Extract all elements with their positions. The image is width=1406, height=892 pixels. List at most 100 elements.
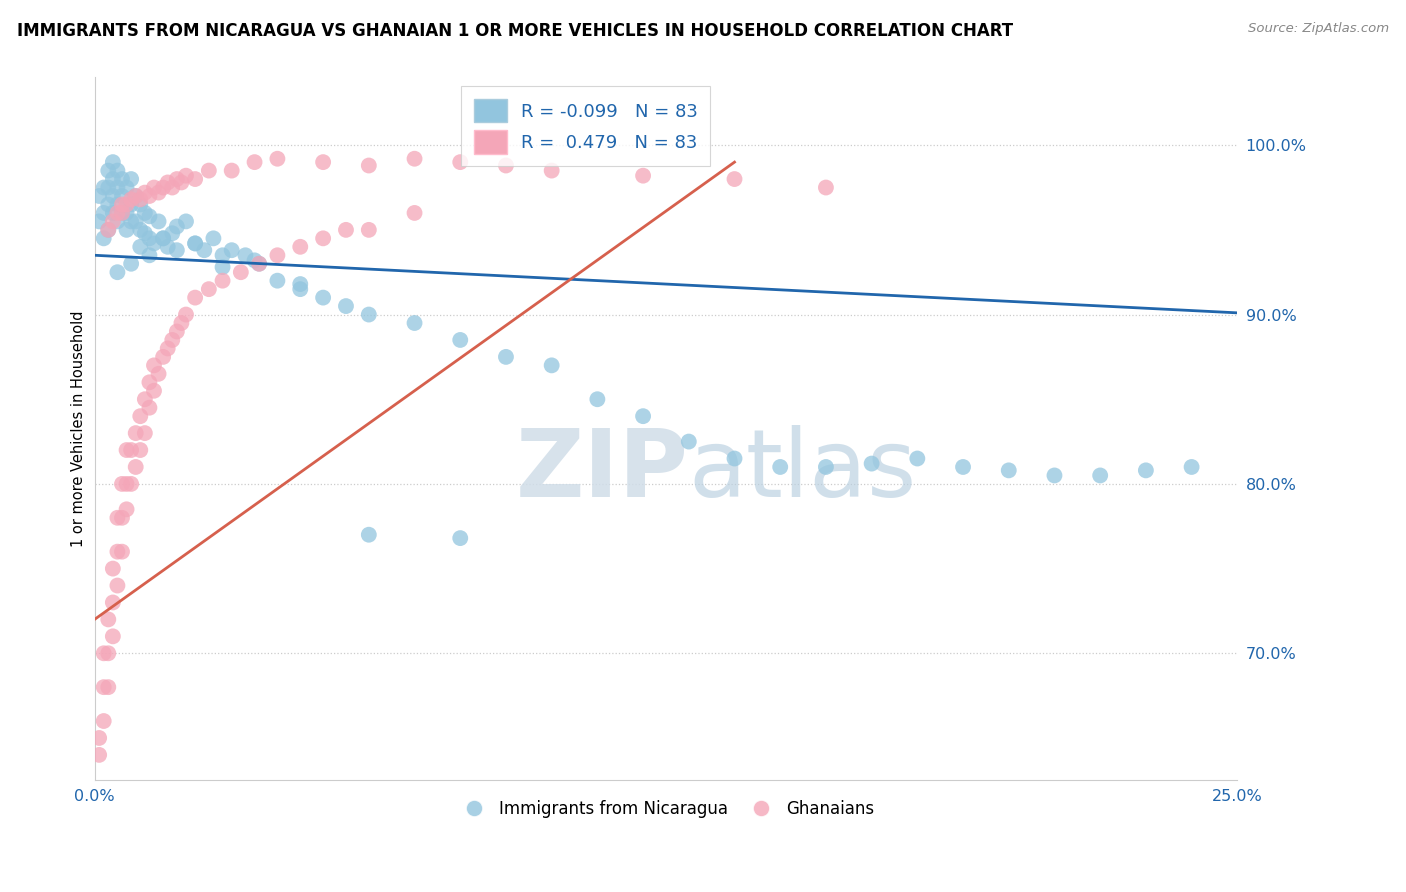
Point [211,274,233,288]
Point [89,747,111,762]
Point [152,231,174,245]
Point [120,257,142,271]
Point [97,197,120,211]
Point [723,451,745,466]
Point [312,291,335,305]
Point [134,426,156,441]
Point [120,193,142,207]
Point [89,731,111,745]
Point [166,325,188,339]
Point [290,277,312,291]
Point [495,350,517,364]
Point [174,169,197,183]
Point [138,210,160,224]
Point [89,214,111,228]
Point [221,163,243,178]
Point [1043,468,1066,483]
Point [814,460,837,475]
Point [162,333,184,347]
Point [97,223,120,237]
Point [138,231,160,245]
Point [107,510,129,524]
Point [134,206,156,220]
Point [115,477,138,491]
Point [170,176,193,190]
Point [266,248,288,262]
Point [129,193,152,207]
Point [115,443,138,458]
Point [148,186,170,200]
Point [156,176,179,190]
Point [266,152,288,166]
Point [495,159,517,173]
Point [125,214,148,228]
Text: ZIP: ZIP [516,425,689,517]
Point [202,231,225,245]
Point [247,257,270,271]
Legend: Immigrants from Nicaragua, Ghanaians: Immigrants from Nicaragua, Ghanaians [451,793,882,825]
Point [247,257,270,271]
Point [193,243,215,257]
Point [120,214,142,228]
Point [101,595,124,609]
Point [143,359,166,373]
Point [107,578,129,592]
Point [111,510,134,524]
Point [152,350,174,364]
Point [221,243,243,257]
Point [143,180,166,194]
Point [162,180,184,194]
Point [357,527,380,541]
Point [125,189,148,203]
Point [769,460,792,475]
Point [631,169,654,183]
Text: IMMIGRANTS FROM NICARAGUA VS GHANAIAN 1 OR MORE VEHICLES IN HOUSEHOLD CORRELATIO: IMMIGRANTS FROM NICARAGUA VS GHANAIAN 1 … [17,22,1012,40]
Point [138,401,160,415]
Point [138,189,160,203]
Point [166,172,188,186]
Point [1135,463,1157,477]
Point [111,189,134,203]
Point [290,282,312,296]
Point [120,443,142,458]
Point [357,159,380,173]
Point [129,443,152,458]
Point [997,463,1019,477]
Point [211,260,233,274]
Point [540,163,562,178]
Point [335,299,357,313]
Point [905,451,928,466]
Point [404,206,426,220]
Point [129,223,152,237]
Point [678,434,700,449]
Point [89,189,111,203]
Point [101,214,124,228]
Point [111,206,134,220]
Point [266,274,288,288]
Point [120,172,142,186]
Point [174,308,197,322]
Point [184,236,207,251]
Point [449,333,471,347]
Point [860,457,883,471]
Point [115,502,138,516]
Point [93,646,115,660]
Point [134,226,156,240]
Point [162,226,184,240]
Point [93,231,115,245]
Point [290,240,312,254]
Point [166,219,188,234]
Point [107,180,129,194]
Point [229,265,252,279]
Point [952,460,974,475]
Point [1088,468,1111,483]
Point [101,155,124,169]
Y-axis label: 1 or more Vehicles in Household: 1 or more Vehicles in Household [72,310,86,547]
Point [111,172,134,186]
Point [156,342,179,356]
Point [111,206,134,220]
Point [814,180,837,194]
Point [101,206,124,220]
Point [115,223,138,237]
Point [107,206,129,220]
